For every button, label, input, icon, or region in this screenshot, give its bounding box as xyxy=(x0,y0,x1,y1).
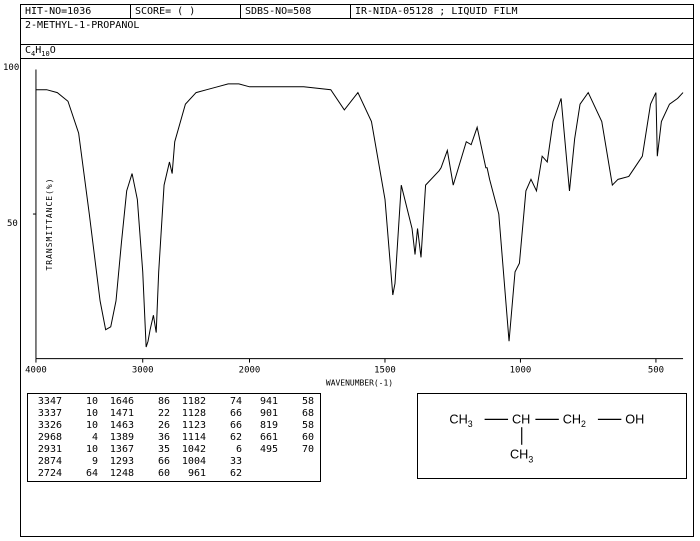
peak-t: 62 xyxy=(214,468,242,479)
structure-diagram: CH3 CH CH2 OH CH3 xyxy=(418,394,686,478)
peak-t: 66 xyxy=(214,408,242,419)
formula-row: C4H10O xyxy=(21,45,693,59)
structure-box: CH3 CH CH2 OH CH3 xyxy=(417,393,687,479)
peak-t: 58 xyxy=(286,396,314,407)
peak-t: 70 xyxy=(286,444,314,455)
sdbs-label: SDBS-NO= xyxy=(245,6,293,17)
peak-t: 64 xyxy=(70,468,98,479)
bottom-area: 3347 10 1646 86 1182 74 941 58 3337 10 1471 22 1128 6… xyxy=(21,389,693,536)
peak-t: 33 xyxy=(214,456,242,467)
svg-text:1000: 1000 xyxy=(510,366,532,376)
peak-wn xyxy=(250,468,278,479)
score-cell: SCORE= ( ) xyxy=(131,5,241,18)
peak-wn: 495 xyxy=(250,444,278,455)
peak-wn: 3326 xyxy=(34,420,62,431)
peak-t: 74 xyxy=(214,396,242,407)
peak-wn: 1114 xyxy=(178,432,206,443)
peak-wn: 1463 xyxy=(106,420,134,431)
peak-wn: 1248 xyxy=(106,468,134,479)
peak-wn: 961 xyxy=(178,468,206,479)
peak-t: 66 xyxy=(142,456,170,467)
chart-area: 100 50 TRANSMITTANCE(%) 4000300020001500… xyxy=(21,59,693,389)
compound-name-row: 2-METHYL-1-PROPANOL xyxy=(21,19,693,45)
peak-wn: 1042 xyxy=(178,444,206,455)
peak-wn: 819 xyxy=(250,420,278,431)
peak-t: 10 xyxy=(70,444,98,455)
peak-t: 35 xyxy=(142,444,170,455)
condition-cell: IR-NIDA-05128 ; LIQUID FILM xyxy=(351,5,693,18)
compound-name: 2-METHYL-1-PROPANOL xyxy=(25,20,139,31)
peak-t: 60 xyxy=(286,432,314,443)
peak-wn: 1004 xyxy=(178,456,206,467)
svg-text:2000: 2000 xyxy=(239,366,261,376)
peak-t: 9 xyxy=(70,456,98,467)
peak-t: 10 xyxy=(70,420,98,431)
peak-t: 10 xyxy=(70,396,98,407)
peak-wn: 3347 xyxy=(34,396,62,407)
peak-t: 86 xyxy=(142,396,170,407)
peak-wn: 1389 xyxy=(106,432,134,443)
svg-text:4000: 4000 xyxy=(25,366,47,376)
svg-text:3000: 3000 xyxy=(132,366,154,376)
svg-text:WAVENUMBER(-1): WAVENUMBER(-1) xyxy=(326,379,393,388)
peak-t: 4 xyxy=(70,432,98,443)
peak-wn: 2874 xyxy=(34,456,62,467)
svg-text:CH3: CH3 xyxy=(510,447,533,464)
peak-wn: 1646 xyxy=(106,396,134,407)
peak-t: 62 xyxy=(214,432,242,443)
hit-no-cell: HIT-NO=1036 xyxy=(21,5,131,18)
peak-wn: 1367 xyxy=(106,444,134,455)
condition-text: IR-NIDA-05128 ; LIQUID FILM xyxy=(355,6,518,17)
peak-wn: 2968 xyxy=(34,432,62,443)
peak-t xyxy=(286,456,314,467)
svg-text:CH2: CH2 xyxy=(563,412,586,429)
ytick-50: 50 xyxy=(7,219,18,229)
formula: C4H10O xyxy=(25,45,56,58)
hit-no-value: 1036 xyxy=(67,6,91,17)
peak-t: 26 xyxy=(142,420,170,431)
peak-wn: 3337 xyxy=(34,408,62,419)
peak-t: 22 xyxy=(142,408,170,419)
hit-no-label: HIT-NO= xyxy=(25,6,67,17)
svg-text:1500: 1500 xyxy=(374,366,396,376)
ytick-100: 100 xyxy=(3,63,19,73)
peak-t: 68 xyxy=(286,408,314,419)
peak-wn: 2724 xyxy=(34,468,62,479)
sdbs-value: 508 xyxy=(293,6,311,17)
peak-wn: 1182 xyxy=(178,396,206,407)
peak-t: 10 xyxy=(70,408,98,419)
peak-wn xyxy=(250,456,278,467)
peak-wn: 941 xyxy=(250,396,278,407)
header-row: HIT-NO=1036 SCORE= ( ) SDBS-NO=508 IR-NI… xyxy=(21,5,693,19)
spectrum-chart: 4000 3000 2000 1500 1000 500 WAVENUMBER(-1) xyxy=(21,59,693,389)
peak-t xyxy=(286,468,314,479)
peak-wn: 2931 xyxy=(34,444,62,455)
svg-text:500: 500 xyxy=(648,366,664,376)
peak-wn: 1471 xyxy=(106,408,134,419)
peak-wn: 661 xyxy=(250,432,278,443)
peak-t: 60 xyxy=(142,468,170,479)
peak-wn: 1128 xyxy=(178,408,206,419)
score-value: ( ) xyxy=(177,6,195,17)
peak-t: 58 xyxy=(286,420,314,431)
score-label: SCORE= xyxy=(135,6,171,17)
peak-wn: 1293 xyxy=(106,456,134,467)
peak-t: 66 xyxy=(214,420,242,431)
y-axis-label: TRANSMITTANCE(%) xyxy=(45,177,54,270)
svg-text:OH: OH xyxy=(625,412,644,426)
peak-wn: 901 xyxy=(250,408,278,419)
peak-t: 36 xyxy=(142,432,170,443)
peak-t: 6 xyxy=(214,444,242,455)
peak-wn: 1123 xyxy=(178,420,206,431)
spectrum-panel: HIT-NO=1036 SCORE= ( ) SDBS-NO=508 IR-NI… xyxy=(20,4,694,537)
sdbs-cell: SDBS-NO=508 xyxy=(241,5,351,18)
svg-text:CH: CH xyxy=(512,412,530,426)
peak-table: 3347 10 1646 86 1182 74 941 58 3337 10 1471 22 1128 6… xyxy=(27,393,321,482)
svg-text:CH3: CH3 xyxy=(449,412,472,429)
